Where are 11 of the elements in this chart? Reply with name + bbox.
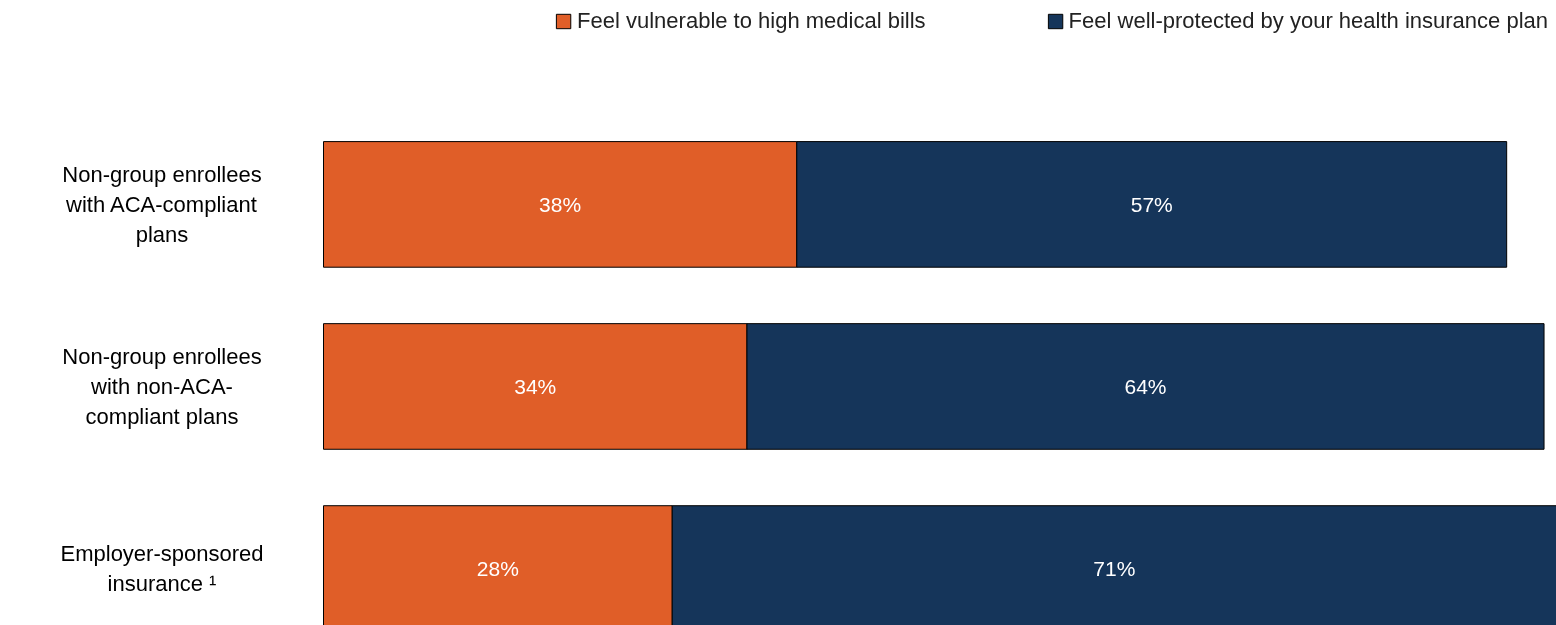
- legend-label: Feel well-protected by your health insurance plan: [1068, 8, 1548, 34]
- data-label: 38%: [539, 192, 582, 216]
- data-label: 57%: [1130, 192, 1173, 216]
- data-label: 28%: [476, 557, 519, 581]
- y-tick-label: Employer-sponsored insurance ¹: [60, 541, 264, 597]
- data-label: 71%: [1093, 557, 1136, 581]
- data-label: 64%: [1124, 374, 1167, 398]
- legend-label: Feel vulnerable to high medical bills: [577, 8, 926, 34]
- y-tick-label: Non-group enrollees with ACA-compliant plans: [62, 161, 262, 247]
- y-tick-label: Non-group enrollees with non-ACA-compliant plans: [62, 343, 262, 429]
- data-label: 34%: [514, 374, 557, 398]
